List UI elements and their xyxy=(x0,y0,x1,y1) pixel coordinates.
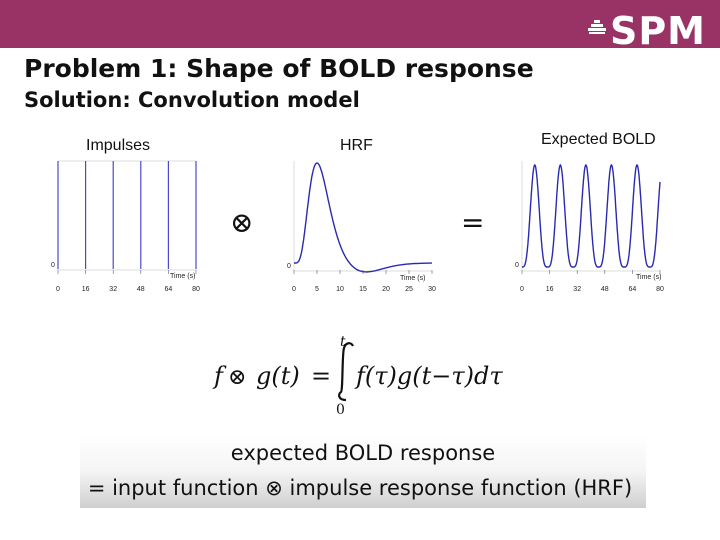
hrf-y-tick-0: 0 xyxy=(287,263,291,270)
caption-line-1: expected BOLD response xyxy=(230,441,496,465)
impulses-x-tick-label: 32 xyxy=(109,286,117,293)
formula-equals: = xyxy=(311,362,331,390)
impulses-y-tick-0: 0 xyxy=(51,262,55,269)
hrf-x-tick-label: 0 xyxy=(292,286,296,293)
impulses-plot-area xyxy=(57,160,197,271)
hrf-x-tick-label: 15 xyxy=(359,286,367,293)
hrf-x-tick-label: 5 xyxy=(315,286,319,293)
bold-x-tick-label: 0 xyxy=(520,286,524,293)
formula-upper-limit: t xyxy=(340,334,346,350)
header-bar: SPM xyxy=(0,0,720,53)
slide-title: Problem 1: Shape of BOLD response xyxy=(24,54,534,83)
bold-x-tick-label: 64 xyxy=(629,286,637,293)
emblem-icon xyxy=(587,20,606,34)
formula-integrand: f(τ)g(t−τ)dτ xyxy=(354,362,503,390)
equals-operator: = xyxy=(461,206,485,239)
impulses-x-tick-label: 16 xyxy=(82,286,90,293)
impulses-chart: 0 Time (s) 0 16 32 48 64 80 xyxy=(51,160,200,293)
bold-x-tick-label: 48 xyxy=(601,286,609,293)
expected-bold-plot-area xyxy=(521,161,661,272)
impulses-label: Impulses xyxy=(86,137,151,154)
impulses-x-axis-label: Time (s) xyxy=(170,273,195,280)
convolution-formula: f ⊗ g(t) = t 0 f(τ)g(t−τ)dτ xyxy=(212,334,503,418)
logo-text: SPM xyxy=(609,9,706,53)
bold-x-tick-label: 80 xyxy=(656,286,664,293)
expected-bold-chart: 0 Time (s) 0 16 32 48 64 80 xyxy=(515,161,664,293)
hrf-x-tick-label: 25 xyxy=(405,286,413,293)
impulses-x-tick-label: 80 xyxy=(192,286,200,293)
formula-lower-limit: 0 xyxy=(336,402,345,418)
hrf-x-axis-label: Time (s) xyxy=(400,275,425,282)
expected-bold-curve xyxy=(522,163,661,268)
slide-subtitle: Solution: Convolution model xyxy=(24,88,360,112)
integral-sign xyxy=(338,342,354,402)
expected-bold-label: Expected BOLD xyxy=(541,131,656,148)
formula-otimes: ⊗ xyxy=(228,365,246,390)
formula-f: f xyxy=(212,362,227,390)
hrf-chart: 0 Time (s) 0 5 10 15 20 25 30 xyxy=(287,161,436,293)
convolution-operator: ⊗ xyxy=(230,206,254,239)
bold-x-tick-label: 32 xyxy=(573,286,581,293)
bold-y-tick-0: 0 xyxy=(515,262,519,269)
bold-x-axis-label: Time (s) xyxy=(636,274,661,281)
bold-x-tick-label: 16 xyxy=(546,286,554,293)
hrf-curve xyxy=(294,162,432,273)
caption-box xyxy=(80,436,646,508)
spm-logo: SPM xyxy=(587,9,706,53)
impulses-x-tick-label: 64 xyxy=(165,286,173,293)
hrf-x-tick-label: 20 xyxy=(382,286,390,293)
impulses-x-tick-label: 48 xyxy=(137,286,145,293)
caption-line-2: = input function ⊗ impulse response func… xyxy=(87,476,633,500)
hrf-label: HRF xyxy=(340,137,373,154)
hrf-x-tick-label: 30 xyxy=(428,286,436,293)
hrf-plot-area xyxy=(293,161,432,273)
formula-g: g(t) xyxy=(256,362,300,390)
impulses-x-tick-label: 0 xyxy=(56,286,60,293)
hrf-x-tick-label: 10 xyxy=(336,286,344,293)
